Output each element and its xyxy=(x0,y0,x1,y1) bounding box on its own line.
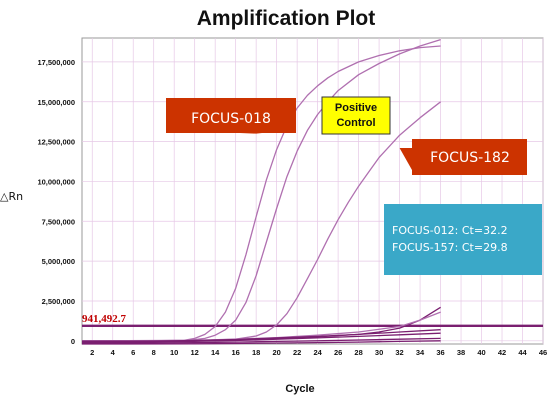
callout-focus-182: FOCUS-182 xyxy=(399,139,527,175)
x-tick-label: 8 xyxy=(152,348,156,357)
x-tick-label: 14 xyxy=(211,348,220,357)
plot-area xyxy=(81,37,544,345)
positive-control-line-1: Positive xyxy=(335,102,377,114)
y-tick-label: 10,000,000 xyxy=(37,177,75,186)
x-tick-label: 42 xyxy=(498,348,506,357)
threshold-group: 941,492.7 xyxy=(82,313,543,328)
series-line-9 xyxy=(81,340,441,345)
series-line-1 xyxy=(82,45,441,342)
y-tick-label: 5,000,000 xyxy=(42,257,75,266)
x-tick-label: 26 xyxy=(334,348,342,357)
x-tick-label: 44 xyxy=(518,348,527,357)
ct-info-box: FOCUS-012: Ct=32.2 FOCUS-157: Ct=29.8 xyxy=(384,204,542,275)
x-tick-label: 12 xyxy=(191,348,199,357)
callout-focus-182-label: FOCUS-182 xyxy=(430,150,510,166)
y-tick-label: 12,500,000 xyxy=(37,138,75,147)
x-tick-label: 30 xyxy=(375,348,383,357)
x-tick-label: 46 xyxy=(539,348,547,357)
x-tick-label: 28 xyxy=(354,348,362,357)
x-tick-label: 18 xyxy=(252,348,260,357)
y-tick-label: 2,500,000 xyxy=(42,297,75,306)
callout-focus-182-shape xyxy=(399,139,527,175)
x-tick-label: 6 xyxy=(131,348,135,357)
positive-control-box: Positive Control xyxy=(321,96,391,135)
series-line-7 xyxy=(81,332,441,343)
x-tick-label: 4 xyxy=(111,348,116,357)
series-line-6 xyxy=(81,329,441,342)
ct-info-rect xyxy=(384,204,542,275)
y-axis-label: △Rn xyxy=(0,190,23,203)
callout-focus-018-shape xyxy=(166,98,296,134)
x-tick-label: 36 xyxy=(436,348,444,357)
series-lines xyxy=(81,38,441,345)
callout-focus-018: FOCUS-018 xyxy=(166,98,296,134)
y-tick-label: 17,500,000 xyxy=(37,58,75,67)
series-line-2 xyxy=(82,38,441,342)
x-tick-label: 2 xyxy=(90,348,94,357)
x-tick-label: 10 xyxy=(170,348,178,357)
x-tick-label: 40 xyxy=(477,348,485,357)
chart-title: Amplification Plot xyxy=(197,7,376,30)
ct-info-line-2: FOCUS-157: Ct=29.8 xyxy=(392,241,508,254)
x-tick-label: 34 xyxy=(416,348,425,357)
positive-control-line-2: Control xyxy=(336,117,375,129)
x-tick-label: 38 xyxy=(457,348,465,357)
x-tick-label: 22 xyxy=(293,348,301,357)
callout-focus-018-label: FOCUS-018 xyxy=(191,111,271,127)
series-line-8 xyxy=(81,337,441,344)
x-tick-label: 24 xyxy=(313,348,322,357)
x-tick-label: 20 xyxy=(272,348,280,357)
x-tick-label: 32 xyxy=(395,348,403,357)
x-tick-label: 16 xyxy=(231,348,239,357)
y-tick-label: 0 xyxy=(71,337,75,346)
threshold-label: 941,492.7 xyxy=(82,313,127,325)
x-axis-ticks: 2 4 6 8 10 12 14 16 18 20 22 24 26 28 30 32 34 36 38 40 42 44… xyxy=(90,348,547,357)
y-tick-label: 7,500,000 xyxy=(42,217,75,226)
y-axis-ticks: 0 2,500,000 5,000,000 7,500,000 10,000,000 12… xyxy=(37,58,75,346)
ct-info-line-1: FOCUS-012: Ct=32.2 xyxy=(392,224,508,237)
y-tick-label: 15,000,000 xyxy=(37,98,75,107)
x-axis-label: Cycle xyxy=(285,383,314,395)
positive-control-rect xyxy=(321,96,391,135)
